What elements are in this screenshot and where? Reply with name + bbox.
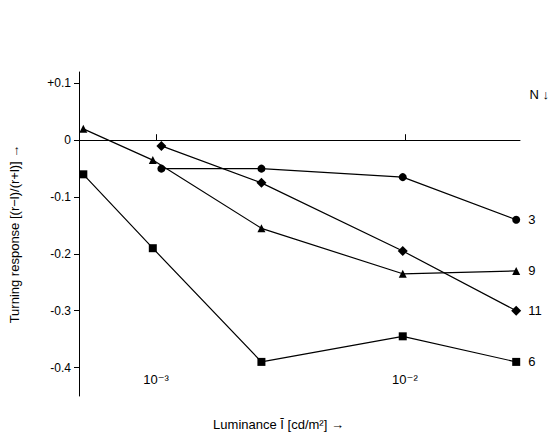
svg-text:-0.2: -0.2: [50, 247, 71, 261]
svg-text:0: 0: [64, 133, 71, 147]
svg-text:6: 6: [528, 354, 535, 369]
svg-text:-0.4: -0.4: [50, 361, 71, 375]
svg-text:11: 11: [528, 303, 542, 318]
svg-text:3: 3: [528, 212, 535, 227]
svg-text:9: 9: [528, 263, 535, 278]
svg-text:10⁻³: 10⁻³: [143, 372, 169, 387]
svg-text:10⁻²: 10⁻²: [392, 372, 418, 387]
svg-text:Luminance Ī [cd/m²] →: Luminance Ī [cd/m²] →: [213, 417, 344, 432]
svg-text:-0.3: -0.3: [50, 304, 71, 318]
svg-text:-0.1: -0.1: [50, 190, 71, 204]
svg-text:+0.1: +0.1: [47, 76, 71, 90]
svg-text:N ↓: N ↓: [530, 87, 550, 102]
svg-text:Turning response [(r−l)/(r+l)]: Turning response [(r−l)/(r+l)] →: [7, 145, 22, 324]
